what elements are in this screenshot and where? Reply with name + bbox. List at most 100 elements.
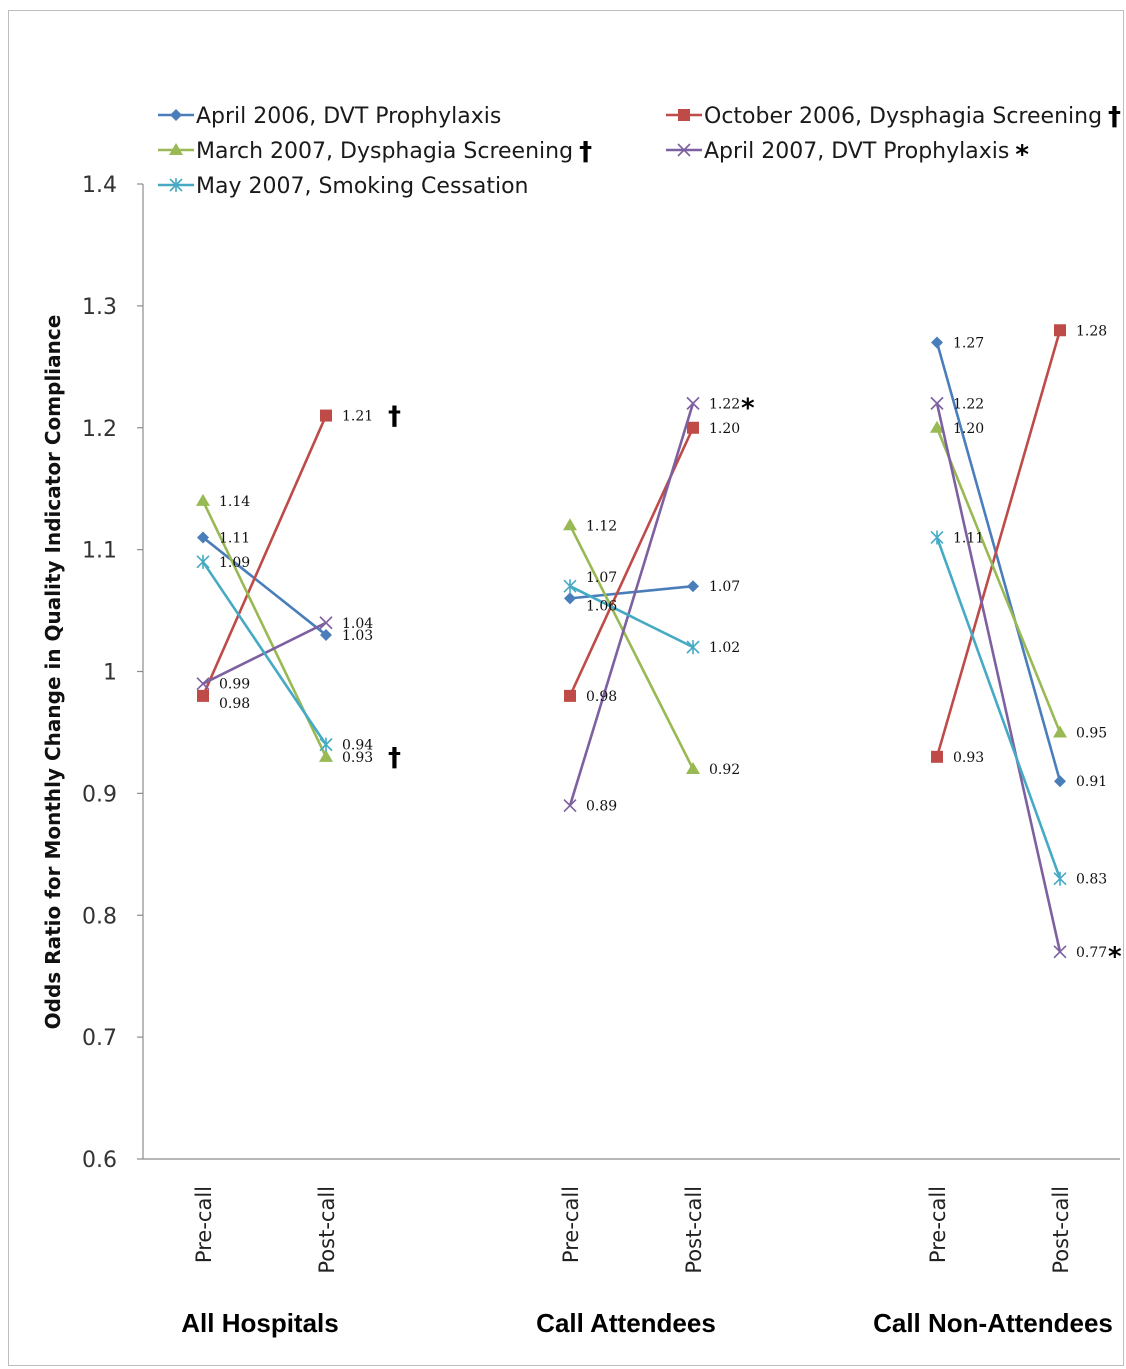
x-category-label: Post-call xyxy=(1049,1186,1073,1274)
diamond-marker xyxy=(564,592,576,605)
legend-item: October 2006, Dysphagia Screening † xyxy=(666,102,1121,132)
square-marker xyxy=(687,421,699,434)
square-marker xyxy=(564,689,576,702)
series-line xyxy=(935,427,1062,733)
asterisk-annotation: * xyxy=(1015,140,1029,170)
data-label: 1.07 xyxy=(709,579,740,595)
x-category-label: Pre-call xyxy=(192,1186,216,1263)
series-line xyxy=(569,585,694,649)
x-group-label: Call Non-Attendees xyxy=(873,1308,1113,1338)
square-marker xyxy=(678,109,690,121)
y-tick-label: 1.1 xyxy=(82,539,117,564)
x-marker xyxy=(563,798,577,813)
y-axis-label: Odds Ratio for Monthly Change in Quality… xyxy=(41,315,65,1030)
data-label: 1.12 xyxy=(586,518,617,534)
square-marker xyxy=(1054,324,1066,337)
legend-item: March 2007, Dysphagia Screening † xyxy=(158,137,592,167)
data-label: 1.07 xyxy=(586,570,617,586)
star-marker xyxy=(686,640,700,655)
x-marker xyxy=(677,143,691,157)
data-label: 0.77 xyxy=(1076,945,1107,961)
triangle-marker xyxy=(1053,725,1067,738)
data-label: 0.92 xyxy=(709,762,740,778)
data-label: 0.93 xyxy=(953,750,984,766)
star-marker xyxy=(1053,871,1067,886)
triangle-marker xyxy=(196,493,210,506)
legend: April 2006, DVT Prophylaxis October 2006,… xyxy=(158,102,1121,199)
data-label: 1.06 xyxy=(586,598,617,614)
x-category-label: Pre-call xyxy=(926,1186,950,1263)
square-marker xyxy=(931,750,943,763)
triangle-marker xyxy=(319,749,333,762)
star-marker xyxy=(319,737,333,752)
data-label: 0.94 xyxy=(342,738,373,754)
series-3 xyxy=(196,396,1067,959)
series-line xyxy=(935,536,1062,880)
asterisk-annotation: * xyxy=(741,393,755,423)
x-marker xyxy=(319,616,333,630)
data-label: 1.21 xyxy=(342,409,373,425)
series-line xyxy=(202,536,327,636)
legend-label: October 2006, Dysphagia Screening xyxy=(704,104,1102,129)
series-1 xyxy=(197,324,1066,763)
series-line xyxy=(935,342,1062,782)
x-category-label: Post-call xyxy=(682,1186,706,1274)
y-tick-label: 1.3 xyxy=(82,295,117,320)
data-label: 1.22 xyxy=(709,396,740,412)
data-label: 1.28 xyxy=(1076,323,1107,339)
series-line xyxy=(935,329,1062,758)
legend-label: March 2007, Dysphagia Screening xyxy=(196,139,573,164)
x-group-label: Call Attendees xyxy=(536,1308,716,1338)
y-tick-label: 0.7 xyxy=(82,1026,117,1051)
star-marker xyxy=(930,530,944,545)
dagger-annotation: † xyxy=(579,137,592,167)
y-tick-label: 1 xyxy=(103,661,117,686)
data-label: 0.89 xyxy=(586,799,617,815)
triangle-marker xyxy=(169,143,183,155)
star-marker xyxy=(563,579,577,594)
x-marker xyxy=(196,677,210,691)
data-label: 0.95 xyxy=(1076,725,1107,741)
data-label: 1.27 xyxy=(953,335,984,351)
data-label: 0.98 xyxy=(586,689,617,705)
square-marker xyxy=(320,409,332,422)
y-tick-label: 0.6 xyxy=(82,1148,117,1173)
square-marker xyxy=(197,689,209,702)
diamond-marker xyxy=(197,531,209,544)
y-tick-label: 0.9 xyxy=(82,782,117,807)
data-label: 1.20 xyxy=(709,421,740,437)
star-marker xyxy=(196,554,210,569)
data-labels: 1.11 1.03 1.06 1.07 1.27 0.91 0.98 1.21 0.98 1.20… xyxy=(219,323,1122,972)
data-label: 1.11 xyxy=(953,530,984,546)
data-label: 1.20 xyxy=(953,421,984,437)
chart-frame xyxy=(8,10,1124,1366)
series-2 xyxy=(196,420,1067,774)
x-category-label: Pre-call xyxy=(559,1186,583,1263)
star-marker xyxy=(169,178,183,192)
legend-label: April 2007, DVT Prophylaxis xyxy=(704,139,1009,164)
series-line xyxy=(201,561,328,746)
x-marker xyxy=(686,396,700,410)
data-label: 0.99 xyxy=(219,677,250,693)
data-label: 1.11 xyxy=(219,530,250,546)
legend-item: April 2007, DVT Prophylaxis * xyxy=(666,139,1029,170)
series-line xyxy=(935,403,1062,953)
x-marker xyxy=(1053,945,1067,959)
data-label: 0.98 xyxy=(219,696,250,712)
data-label: 1.14 xyxy=(219,494,250,510)
series-line xyxy=(568,402,695,806)
series-4 xyxy=(196,530,1067,886)
dagger-annotation: † xyxy=(388,743,401,773)
x-marker xyxy=(930,396,944,410)
legend-label: May 2007, Smoking Cessation xyxy=(196,174,529,199)
data-label: 0.91 xyxy=(1076,774,1107,790)
y-tick-label: 0.8 xyxy=(82,904,117,929)
dagger-annotation: † xyxy=(1108,102,1121,132)
data-label: 0.93 xyxy=(342,750,373,766)
legend-label: April 2006, DVT Prophylaxis xyxy=(196,104,501,129)
diamond-marker xyxy=(1054,775,1066,788)
legend-item: April 2006, DVT Prophylaxis xyxy=(158,104,501,129)
x-group-label: All Hospitals xyxy=(181,1308,338,1338)
